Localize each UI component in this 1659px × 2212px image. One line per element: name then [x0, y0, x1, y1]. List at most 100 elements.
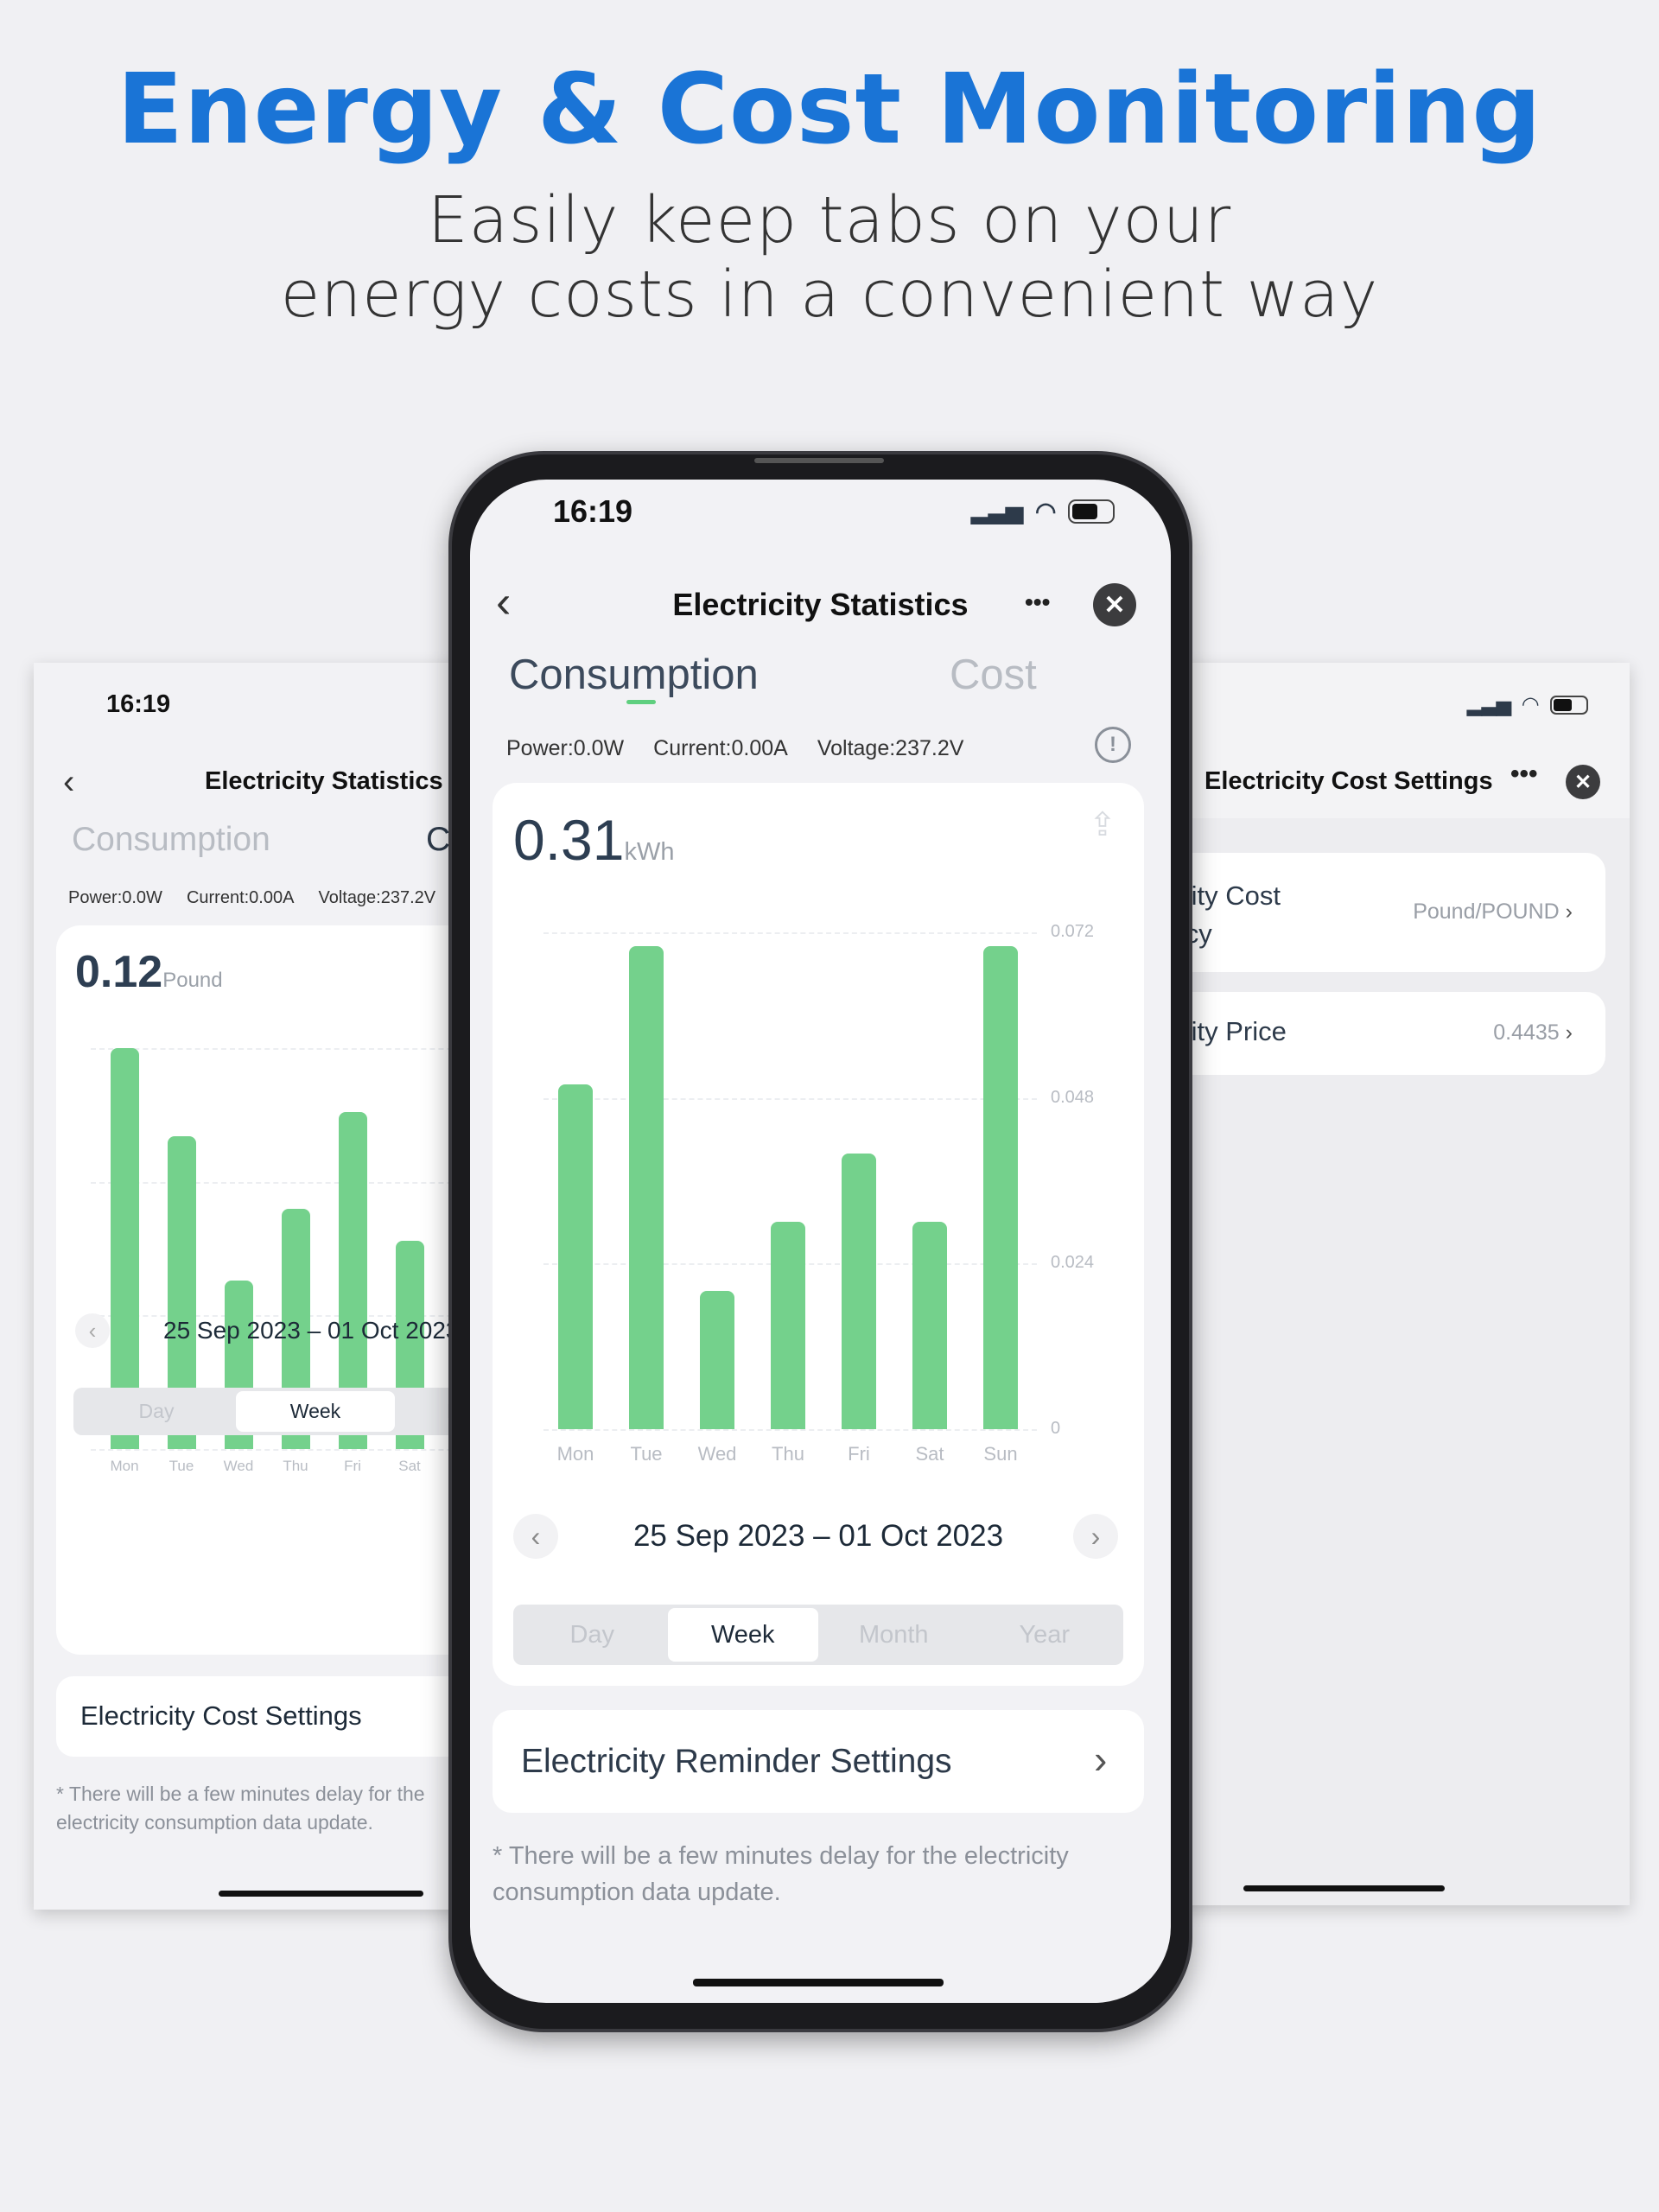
x-tick-label: Fri [344, 1458, 361, 1474]
delay-note: * There will be a few minutes delay for … [493, 1842, 1069, 1906]
tab-consumption[interactable]: Consumption [72, 821, 270, 858]
current-reading: Current:0.00A [186, 888, 295, 907]
period-month[interactable]: Month [858, 1621, 929, 1649]
price-value: 0.4435 › [1493, 1020, 1573, 1046]
chevron-right-icon: › [1565, 1020, 1573, 1045]
bar-sun [983, 945, 1018, 1429]
voltage-reading: Voltage:237.2V [817, 736, 964, 760]
current-reading: Current:0.00A [653, 736, 788, 760]
status-icons: ▂▃▅ ◠ [1467, 692, 1588, 717]
prev-week-button[interactable]: ‹ [513, 1514, 558, 1559]
power-reading: Power:0.0W [68, 888, 162, 907]
total-cost: 0.12Pound [75, 946, 223, 998]
status-time: 16:19 [553, 493, 633, 529]
total-unit: kWh [624, 838, 675, 866]
close-icon[interactable]: ✕ [1566, 765, 1600, 799]
home-indicator [219, 1891, 423, 1897]
period-selector: Day Week Month Year [513, 1605, 1123, 1665]
gridline [91, 1449, 639, 1451]
delay-note: * There will be a few minutes delay for … [56, 1783, 425, 1834]
info-icon[interactable]: ! [1095, 727, 1131, 763]
x-tick-label: Sat [398, 1458, 421, 1474]
date-range: 25 Sep 2023 – 01 Oct 2023 [632, 1519, 1004, 1553]
voltage-reading: Voltage:237.2V [318, 888, 436, 907]
more-dots-icon[interactable]: ••• [1510, 760, 1538, 788]
currency-value-text: Pound/POUND [1413, 899, 1560, 924]
header-title: Electricity Statistics [205, 767, 443, 795]
reminder-settings-row[interactable]: Electricity Reminder Settings › [493, 1710, 1144, 1813]
main-phone-screen: 16:19 ▂▃▅ ◠ ‹ Electricity Statistics •••… [470, 480, 1171, 2003]
bar-mon [110, 1048, 139, 1449]
x-tick-label: Sat [915, 1443, 944, 1465]
cost-settings-label: Electricity Cost Settings [80, 1700, 362, 1731]
gridline [543, 1097, 1037, 1100]
x-tick-label: Wed [223, 1458, 254, 1474]
power-reading: Power:0.0W [506, 736, 625, 760]
consumption-bar-chart: 0 0.024 0.048 0.072 Mon Tue Wed Thu Fri Sat Sun [493, 783, 1144, 1474]
close-icon[interactable]: ✕ [1093, 583, 1136, 626]
gridline [543, 932, 1037, 934]
chevron-right-icon: › [1094, 1737, 1108, 1782]
back-icon[interactable]: ‹ [496, 577, 512, 627]
live-readings: Power:0.0W Current:0.00A Voltage:237.2V [68, 888, 435, 908]
header-title-text: Electricity Statistics [672, 587, 969, 622]
status-time: 16:19 [106, 690, 171, 718]
active-tab-indicator [626, 700, 656, 704]
x-tick-label: Mon [110, 1458, 139, 1474]
period-year[interactable]: Year [1019, 1621, 1071, 1649]
x-tick-label: Fri [848, 1443, 870, 1465]
bar-thu [771, 1222, 805, 1429]
home-indicator [693, 1979, 944, 1986]
bar-wed [700, 1291, 734, 1429]
x-tick-label: Tue [630, 1443, 663, 1465]
price-value-text: 0.4435 [1493, 1020, 1560, 1045]
period-day[interactable]: Day [569, 1621, 615, 1649]
hero-title: Energy & Cost Monitoring [117, 54, 1542, 166]
total-value: 0.12 [75, 947, 163, 997]
y-tick-label: 0.072 [1051, 922, 1095, 941]
header-title: Electricity Statistics [470, 587, 1171, 623]
signal-icon: ▂▃▅ [971, 498, 1023, 524]
total-value: 0.31 [513, 808, 625, 872]
period-week[interactable]: Week [667, 1608, 818, 1662]
total-unit: Pound [162, 969, 223, 992]
period-week[interactable]: Week [236, 1391, 395, 1432]
x-tick-label: Thu [283, 1458, 308, 1474]
gridline [543, 1429, 1037, 1431]
wifi-icon: ◠ [1035, 498, 1057, 524]
consumption-card: 0.31kWh ⇪ 0 0.024 0.048 0.072 Mon Tue Wed Thu Fr… [493, 783, 1144, 1686]
tab-cost[interactable]: Cost [950, 652, 1037, 698]
y-tick-label: 0.024 [1051, 1253, 1095, 1273]
x-tick-label: Thu [772, 1443, 804, 1465]
more-dots-icon[interactable]: ••• [1025, 588, 1051, 615]
chevron-right-icon: › [1565, 899, 1573, 924]
next-week-button[interactable]: › [1073, 1514, 1118, 1559]
header-title: Electricity Cost Settings [1205, 767, 1493, 795]
phone-speaker [754, 458, 884, 463]
bar-mon [558, 1084, 593, 1429]
battery-icon [1068, 499, 1116, 524]
gridline [91, 1048, 639, 1050]
status-icons: ▂▃▅ ◠ [971, 497, 1116, 525]
home-indicator [1243, 1885, 1445, 1891]
live-readings: Power:0.0W Current:0.00A Voltage:237.2V [506, 736, 963, 761]
currency-value: Pound/POUND › [1413, 899, 1573, 925]
x-tick-label: Wed [697, 1443, 737, 1465]
battery-icon [1549, 695, 1588, 715]
bar-fri [842, 1153, 876, 1429]
y-tick-label: 0 [1051, 1419, 1061, 1438]
share-icon[interactable]: ⇪ [1089, 807, 1116, 843]
signal-icon: ▂▃▅ [1467, 693, 1511, 715]
wifi-icon: ◠ [1521, 693, 1540, 716]
y-tick-label: 0.048 [1051, 1087, 1095, 1107]
x-tick-label: Mon [556, 1443, 594, 1465]
bar-tue [629, 945, 664, 1429]
tab-consumption[interactable]: Consumption [509, 652, 759, 698]
total-consumption: 0.31kWh [513, 807, 674, 873]
hero-subtitle-line2: energy costs in a convenient way [280, 257, 1379, 332]
prev-week-button[interactable]: ‹ [75, 1313, 110, 1348]
back-icon[interactable]: ‹ [63, 763, 75, 801]
x-tick-label: Sun [983, 1443, 1018, 1465]
reminder-settings-label: Electricity Reminder Settings [521, 1743, 952, 1780]
period-day[interactable]: Day [138, 1400, 175, 1422]
